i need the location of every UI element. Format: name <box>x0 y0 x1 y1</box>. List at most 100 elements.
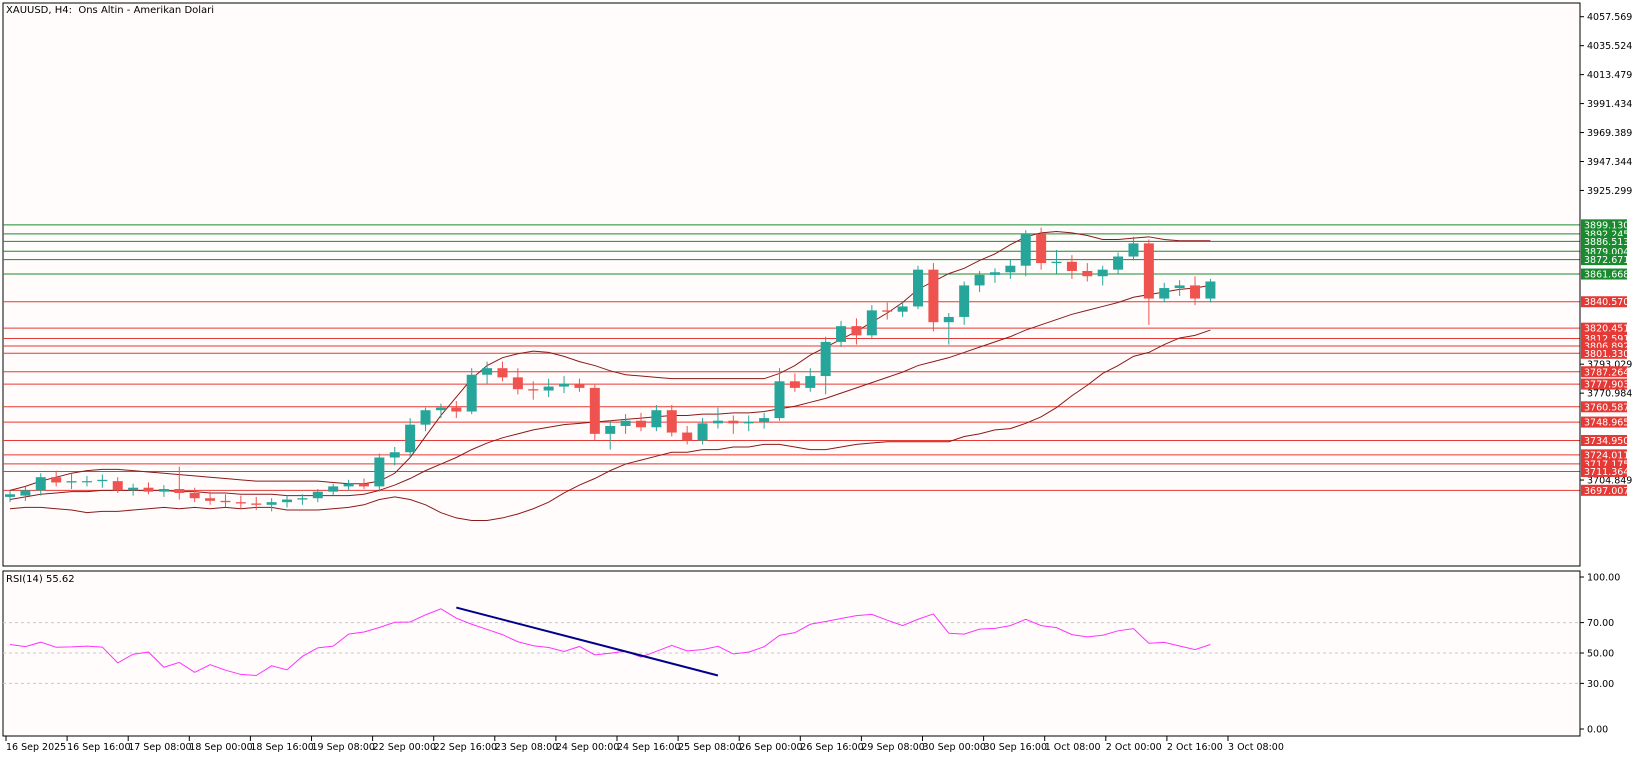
bullish-candle <box>435 407 446 411</box>
price-tick-label: 4013.479 <box>1587 70 1632 81</box>
bullish-candle <box>374 457 385 487</box>
rsi-tick-label: 50.00 <box>1587 649 1614 660</box>
time-tick-label: 30 Sep 00:00 <box>923 742 986 753</box>
bearish-candle <box>251 503 262 505</box>
symbol-label: XAUUSD, H4: Ons Altin - Amerikan Dolari <box>6 5 215 16</box>
bullish-candle <box>805 376 816 388</box>
support-level-tag-bg <box>1581 340 1627 352</box>
rsi-label: RSI(14) 55.62 <box>6 574 75 585</box>
bearish-candle <box>589 387 600 434</box>
support-level-tag-bg <box>1581 434 1627 446</box>
bullish-candle <box>35 477 46 491</box>
bearish-candle <box>1190 285 1201 299</box>
price-tick-label: 3947.344 <box>1587 157 1632 168</box>
bullish-candle <box>697 423 708 441</box>
bullish-candle <box>158 489 169 492</box>
time-tick-label: 29 Sep 08:00 <box>861 742 924 753</box>
bearish-candle <box>1143 243 1154 299</box>
price-tick-label: 3793.029 <box>1587 360 1632 371</box>
price-tick-label: 4057.569 <box>1587 12 1632 23</box>
support-level-tag-bg <box>1581 296 1627 308</box>
candlestick-series <box>5 227 1216 512</box>
bearish-candle <box>143 487 154 492</box>
resistance-level-tag: 3879.004 <box>1584 247 1629 258</box>
bearish-candle <box>1082 270 1093 277</box>
bearish-candle <box>51 477 62 483</box>
bullish-candle <box>66 481 77 483</box>
support-level-tag: 3812.591 <box>1584 334 1629 345</box>
rsi-grid <box>3 622 1580 684</box>
bearish-candle <box>174 489 185 493</box>
rsi-axis: 100.00 70.00 50.00 30.00 0.00 <box>1579 571 1620 736</box>
bullish-candle <box>297 498 308 500</box>
bullish-candle <box>820 341 831 377</box>
bullish-candle <box>328 486 339 492</box>
bullish-candle <box>1205 281 1216 299</box>
bullish-candle <box>128 487 139 491</box>
bullish-candle <box>312 491 323 499</box>
bearish-candle <box>1066 261 1077 271</box>
price-pane[interactable] <box>2 2 1581 567</box>
time-tick-label: 2 Oct 16:00 <box>1167 742 1223 753</box>
bearish-candle <box>189 492 200 499</box>
time-tick-label: 17 Sep 08:00 <box>128 742 191 753</box>
price-tick-label: 3991.434 <box>1587 99 1632 110</box>
time-tick-label: 22 Sep 16:00 <box>434 742 497 753</box>
time-tick-label: 23 Sep 08:00 <box>495 742 558 753</box>
bullish-candle <box>866 310 877 336</box>
bullish-candle <box>1159 288 1170 299</box>
bearish-candle <box>528 389 539 391</box>
time-tick-label: 25 Sep 08:00 <box>678 742 741 753</box>
time-tick-label: 16 Sep 16:00 <box>67 742 130 753</box>
resistance-level-tag-bg <box>1581 219 1627 231</box>
resistance-level-tag-bg <box>1581 235 1627 247</box>
price-tick-label: 3704.849 <box>1587 476 1632 487</box>
support-level-tag-bg <box>1581 449 1627 461</box>
time-tick-label: 18 Sep 00:00 <box>189 742 252 753</box>
bullish-candle <box>5 494 15 497</box>
bullish-candle <box>1005 265 1016 273</box>
support-level-tag: 3840.570 <box>1584 297 1629 308</box>
bearish-candle <box>882 310 893 312</box>
support-level-tag: 3711.364 <box>1584 467 1629 478</box>
support-level-tag-bg <box>1581 366 1627 378</box>
support-level-tag: 3760.587 <box>1584 402 1629 413</box>
support-level-tag: 3697.007 <box>1584 486 1629 497</box>
bullish-candle <box>1020 234 1031 266</box>
resistance-level-tag-bg <box>1581 245 1627 257</box>
bearish-candle <box>789 381 800 388</box>
bullish-candle <box>389 452 400 458</box>
bullish-candle <box>1128 243 1139 257</box>
price-axis: 4057.569 4035.524 4013.479 3991.434 3969.389… <box>1579 3 1632 566</box>
bullish-candle <box>974 274 985 286</box>
time-tick-label: 22 Sep 00:00 <box>373 742 436 753</box>
time-tick-label: 19 Sep 08:00 <box>312 742 375 753</box>
bullish-candle <box>959 285 970 317</box>
support-level-tag: 3787.264 <box>1584 367 1629 378</box>
bullish-candle <box>1097 269 1108 277</box>
rsi-line <box>9 608 1211 677</box>
bearish-candle <box>451 407 462 412</box>
resistance-level-tag: 3886.513 <box>1584 237 1629 248</box>
bullish-candle <box>620 420 631 426</box>
bullish-candle <box>97 479 108 482</box>
support-level-tag-bg <box>1581 322 1627 334</box>
support-level-tag-bg <box>1581 484 1627 496</box>
bullish-candle <box>605 425 616 434</box>
support-level-tag-bg <box>1581 378 1627 390</box>
bullish-candle <box>466 374 477 412</box>
bearish-candle <box>1036 234 1047 264</box>
time-tick-label: 26 Sep 16:00 <box>800 742 863 753</box>
support-level-tag: 3801.330 <box>1584 349 1629 360</box>
bullish-candle <box>343 483 354 487</box>
rsi-trendline <box>456 606 719 677</box>
time-tick-label: 2 Oct 00:00 <box>1106 742 1162 753</box>
bullish-candle <box>282 499 293 503</box>
bearish-candle <box>682 432 693 441</box>
rsi-indicator <box>9 606 1211 677</box>
time-tick-label: 24 Sep 16:00 <box>617 742 680 753</box>
bearish-candle <box>928 269 939 323</box>
support-level-tag-bg <box>1581 458 1627 470</box>
resistance-level-tag: 3899.130 <box>1584 220 1629 231</box>
